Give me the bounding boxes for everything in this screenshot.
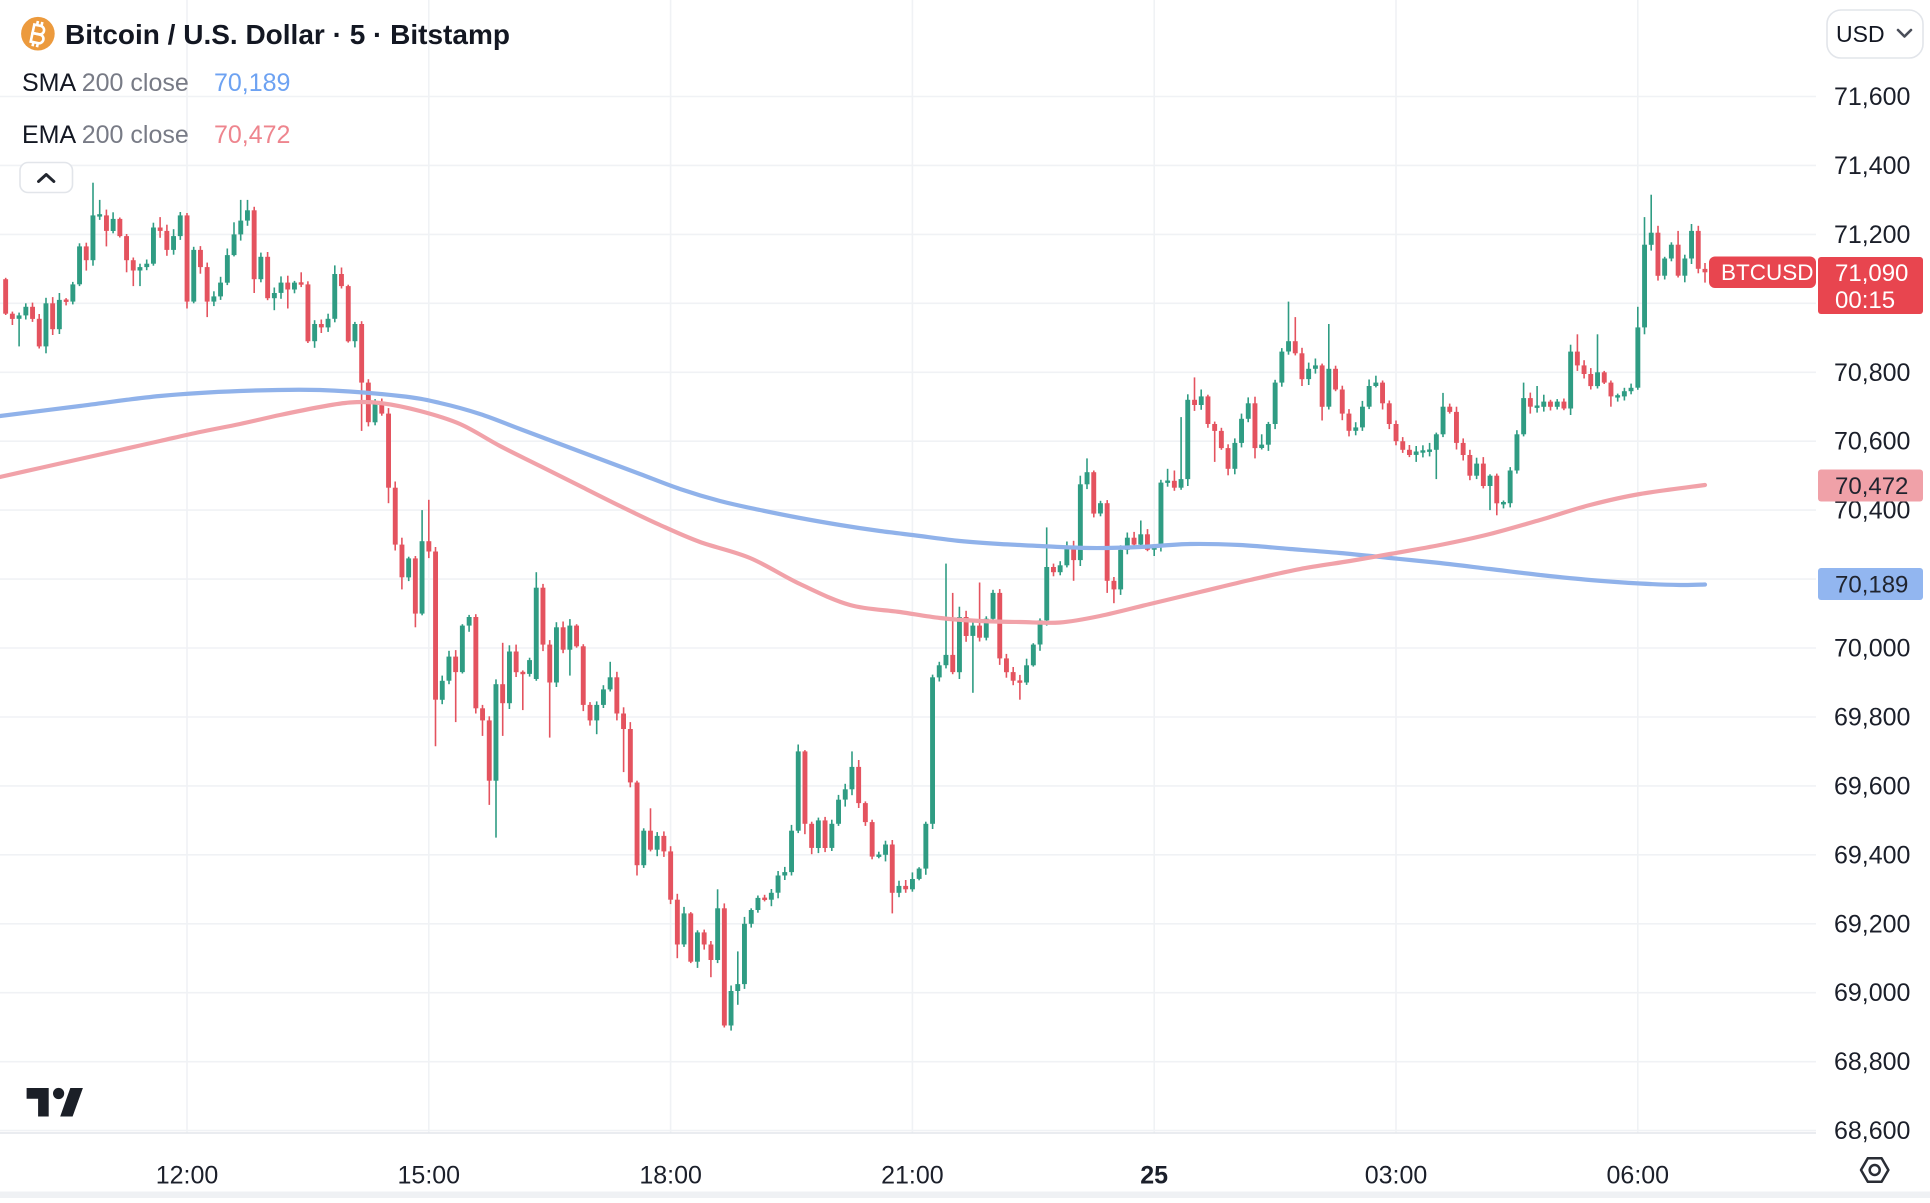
svg-text:70,189: 70,189 [1835, 572, 1908, 599]
svg-text:USD: USD [1836, 21, 1885, 47]
svg-text:SMA 200 close: SMA 200 close [22, 69, 189, 97]
svg-text:68,800: 68,800 [1834, 1048, 1910, 1076]
svg-text:69,000: 69,000 [1834, 979, 1910, 1007]
svg-text:Bitcoin / U.S. Dollar · 5 · Bi: Bitcoin / U.S. Dollar · 5 · Bitstamp [65, 19, 510, 50]
svg-text:BTCUSD: BTCUSD [1721, 260, 1814, 285]
svg-text:18:00: 18:00 [639, 1162, 702, 1190]
svg-text:12:00: 12:00 [156, 1162, 219, 1190]
svg-text:68,600: 68,600 [1834, 1117, 1910, 1145]
svg-text:70,472: 70,472 [1835, 473, 1908, 500]
svg-text:15:00: 15:00 [398, 1162, 461, 1190]
svg-text:00:15: 00:15 [1835, 287, 1895, 314]
svg-text:70,000: 70,000 [1834, 635, 1910, 663]
svg-text:69,600: 69,600 [1834, 772, 1910, 800]
svg-text:70,800: 70,800 [1834, 359, 1910, 387]
svg-text:71,090: 71,090 [1835, 260, 1908, 287]
svg-text:EMA 200 close: EMA 200 close [22, 121, 189, 149]
svg-text:25: 25 [1140, 1162, 1168, 1190]
svg-text:71,600: 71,600 [1834, 83, 1910, 111]
svg-text:70,472: 70,472 [214, 121, 290, 149]
svg-text:06:00: 06:00 [1607, 1162, 1670, 1190]
svg-text:21:00: 21:00 [881, 1162, 944, 1190]
svg-text:69,400: 69,400 [1834, 841, 1910, 869]
svg-text:70,600: 70,600 [1834, 428, 1910, 456]
svg-text:69,800: 69,800 [1834, 704, 1910, 732]
svg-text:71,200: 71,200 [1834, 221, 1910, 249]
svg-text:70,189: 70,189 [214, 69, 290, 97]
svg-text:69,200: 69,200 [1834, 910, 1910, 938]
svg-text:71,400: 71,400 [1834, 152, 1910, 180]
svg-text:03:00: 03:00 [1365, 1162, 1428, 1190]
